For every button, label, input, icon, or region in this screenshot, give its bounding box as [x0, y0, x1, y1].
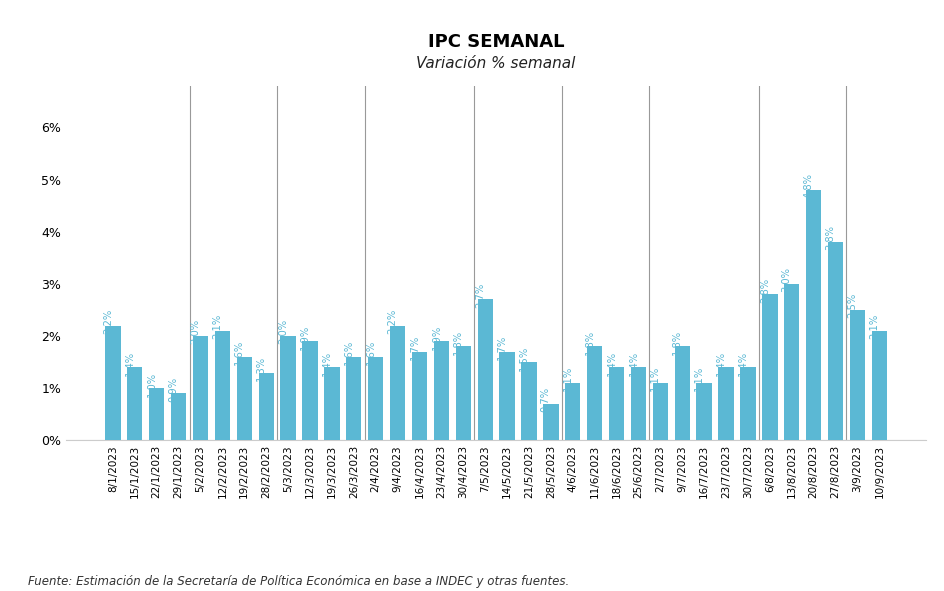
Bar — [784, 284, 799, 440]
Text: 1,3%: 1,3% — [256, 356, 266, 381]
Text: 1,6%: 1,6% — [344, 340, 353, 365]
Title: IPC SEMANAL: IPC SEMANAL — [428, 33, 564, 51]
Bar — [827, 242, 842, 440]
Text: 1,7%: 1,7% — [409, 335, 419, 360]
Text: 0,9%: 0,9% — [168, 376, 178, 402]
Bar — [367, 357, 383, 440]
Text: 2,1%: 2,1% — [868, 314, 879, 339]
Bar — [193, 336, 208, 440]
Text: 0,7%: 0,7% — [540, 387, 550, 412]
Text: 1,6%: 1,6% — [365, 340, 376, 365]
Text: 1,8%: 1,8% — [584, 330, 594, 355]
Text: 4,8%: 4,8% — [802, 173, 813, 199]
Text: 3,8%: 3,8% — [825, 225, 834, 251]
Text: 2,5%: 2,5% — [847, 293, 856, 319]
Bar — [214, 331, 229, 440]
Text: 1,6%: 1,6% — [234, 340, 244, 365]
Text: 1,4%: 1,4% — [125, 350, 135, 376]
Bar — [696, 383, 711, 440]
Text: 2,1%: 2,1% — [212, 314, 222, 339]
Text: 1,4%: 1,4% — [606, 350, 615, 376]
Text: 2,8%: 2,8% — [759, 278, 769, 303]
Text: 1,8%: 1,8% — [453, 330, 463, 355]
Text: 2,0%: 2,0% — [191, 319, 200, 345]
Bar — [127, 367, 143, 440]
Bar — [631, 367, 646, 440]
Bar — [455, 346, 470, 440]
Bar — [105, 326, 121, 440]
Bar — [390, 326, 405, 440]
Bar — [674, 346, 689, 440]
Text: 1,1%: 1,1% — [563, 366, 572, 391]
Text: 1,5%: 1,5% — [518, 345, 529, 371]
Bar — [565, 383, 580, 440]
Bar — [739, 367, 755, 440]
Bar — [543, 404, 558, 440]
Bar — [259, 372, 274, 440]
Text: 3,0%: 3,0% — [781, 267, 791, 292]
Bar — [236, 357, 252, 440]
Bar — [762, 294, 777, 440]
Bar — [433, 341, 448, 440]
Text: 1,1%: 1,1% — [649, 366, 660, 391]
Bar — [849, 310, 864, 440]
Text: 1,4%: 1,4% — [716, 350, 725, 376]
Text: 1,4%: 1,4% — [322, 350, 331, 376]
Bar — [608, 367, 624, 440]
Bar — [498, 352, 514, 440]
Text: 1,9%: 1,9% — [430, 324, 441, 350]
Bar — [412, 352, 427, 440]
Bar — [870, 331, 886, 440]
Text: Fuente: Estimación de la Secretaría de Política Económica en base a INDEC y otra: Fuente: Estimación de la Secretaría de P… — [28, 575, 569, 588]
Bar — [586, 346, 601, 440]
Text: 2,7%: 2,7% — [475, 282, 484, 308]
Bar — [717, 367, 733, 440]
Bar — [302, 341, 317, 440]
Bar — [521, 362, 536, 440]
Text: 1,1%: 1,1% — [694, 366, 703, 391]
Bar — [652, 383, 667, 440]
Bar — [477, 300, 493, 440]
Bar — [280, 336, 295, 440]
Text: 2,2%: 2,2% — [103, 309, 112, 334]
Bar — [346, 357, 361, 440]
Text: 1,0%: 1,0% — [146, 371, 157, 397]
Text: Variación % semanal: Variación % semanal — [416, 56, 575, 71]
Text: 1,8%: 1,8% — [671, 330, 682, 355]
Text: 1,4%: 1,4% — [628, 350, 638, 376]
Bar — [324, 367, 339, 440]
Text: 2,0%: 2,0% — [278, 319, 288, 345]
Text: 1,4%: 1,4% — [737, 350, 747, 376]
Text: 1,9%: 1,9% — [299, 324, 310, 350]
Bar — [149, 388, 164, 440]
Text: 1,7%: 1,7% — [497, 335, 507, 360]
Bar — [171, 394, 186, 440]
Text: 2,2%: 2,2% — [387, 309, 397, 334]
Bar — [805, 190, 820, 440]
